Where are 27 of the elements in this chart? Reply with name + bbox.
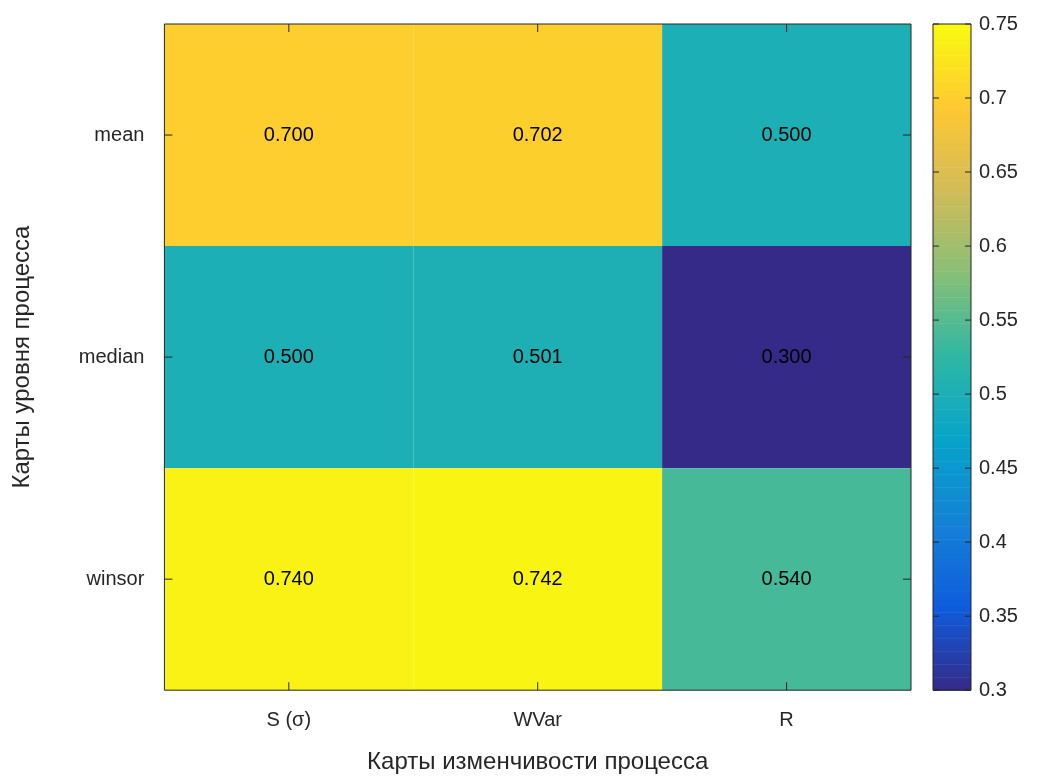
color-bar-label: 0.75 — [979, 11, 1018, 34]
data-label: 0.500 — [263, 344, 314, 367]
y-axis-title: Карты уровня процесса — [7, 224, 35, 489]
color-bar-label: 0.55 — [979, 307, 1018, 330]
y-tick-label: median — [78, 344, 145, 367]
data-label: 0.702 — [512, 122, 563, 145]
data-label: 0.700 — [263, 122, 314, 145]
color-bar-label: 0.6 — [979, 233, 1007, 256]
x-tick-label: S (σ) — [266, 707, 312, 730]
color-bar-label: 0.3 — [979, 677, 1007, 700]
x-tick-label: WVar — [513, 707, 563, 730]
data-label: 0.740 — [263, 566, 314, 589]
data-label: 0.501 — [512, 344, 563, 367]
color-bar-label: 0.4 — [979, 529, 1007, 552]
data-label: 0.540 — [761, 566, 812, 589]
y-tick-label: winsor — [85, 566, 145, 589]
data-label: 0.500 — [761, 122, 812, 145]
color-bar-label: 0.65 — [979, 159, 1018, 182]
data-label: 0.742 — [512, 566, 563, 589]
y-tick-label: mean — [94, 122, 145, 145]
color-bar-label: 0.35 — [979, 603, 1018, 626]
data-label: 0.300 — [761, 344, 812, 367]
color-bar-label: 0.45 — [979, 455, 1018, 478]
x-axis-title: Карты изменчивости процесса — [367, 747, 709, 775]
x-tick-label: R — [779, 707, 794, 730]
color-bar-label: 0.5 — [979, 381, 1007, 404]
color-bar-label: 0.7 — [979, 85, 1007, 108]
